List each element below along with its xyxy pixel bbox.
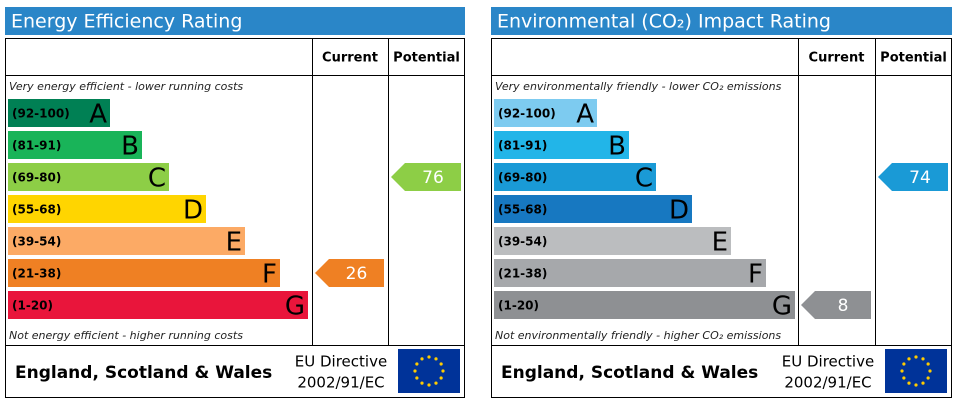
band-range: (55-68): [498, 203, 547, 217]
eu-star: [441, 369, 445, 373]
bottom-note: Not environmentally friendly - higher CO…: [495, 329, 781, 342]
eu-star: [420, 357, 424, 361]
directive-line2: 2002/91/EC: [784, 374, 871, 392]
eu-star: [420, 381, 424, 385]
band-range: (39-54): [498, 235, 547, 249]
eu-star: [921, 381, 925, 385]
band-range: (1-20): [498, 299, 539, 313]
directive-line2: 2002/91/EC: [297, 374, 384, 392]
band-range: (81-91): [498, 139, 547, 153]
band-bar: [8, 227, 245, 255]
band-range: (81-91): [12, 139, 61, 153]
band-bar: [494, 195, 692, 223]
band-letter: E: [712, 228, 728, 258]
band-letter: C: [635, 164, 653, 194]
title-bar: [5, 7, 465, 35]
rating-arrow: [391, 163, 461, 191]
region: England, Scotland & Wales: [15, 363, 272, 383]
band-bar: [494, 291, 795, 319]
panel-title: Environmental (CO₂) Impact Rating: [497, 11, 831, 33]
header-potential: Potential: [393, 51, 460, 66]
band-letter: A: [89, 100, 107, 130]
band-bar: [494, 163, 656, 191]
rating-arrow: [878, 163, 948, 191]
band-letter: D: [669, 196, 689, 226]
band-letter: B: [121, 132, 139, 162]
eu-star: [439, 376, 443, 380]
band-letter: A: [576, 100, 594, 130]
directive-line1: EU Directive: [782, 353, 874, 371]
panel-title: Energy Efficiency Rating: [11, 11, 242, 33]
top-note: Very environmentally friendly - lower CO…: [495, 80, 782, 93]
eu-star: [928, 369, 932, 373]
band-bar: [8, 259, 280, 287]
header-current: Current: [809, 51, 865, 66]
eu-star: [902, 362, 906, 366]
bottom-note: Not energy efficient - higher running co…: [9, 329, 243, 342]
band-bar: [8, 291, 308, 319]
top-note: Very energy efficient - lower running co…: [9, 80, 243, 93]
band-letter: F: [748, 260, 763, 290]
title-bar: [491, 7, 952, 35]
band-bar: [494, 227, 731, 255]
band-bar: [494, 131, 629, 159]
eu-star: [902, 376, 906, 380]
band-range: (55-68): [12, 203, 61, 217]
directive-line1: EU Directive: [295, 353, 387, 371]
eu-star: [434, 381, 438, 385]
frame: [5, 38, 465, 398]
rating-value: 8: [838, 296, 849, 316]
band-letter: D: [183, 196, 203, 226]
band-bar: [8, 195, 206, 223]
eu-star: [921, 357, 925, 361]
band-letter: B: [608, 132, 626, 162]
eu-star: [914, 355, 918, 359]
eu-star: [415, 376, 419, 380]
band-range: (92-100): [498, 107, 556, 121]
eu-star: [415, 362, 419, 366]
eu-star: [926, 362, 930, 366]
rating-value: 26: [346, 264, 368, 284]
eu-star: [907, 357, 911, 361]
band-range: (21-38): [12, 267, 61, 281]
band-letter: C: [148, 164, 166, 194]
rating-arrow: [801, 291, 871, 319]
band-letter: G: [772, 292, 792, 322]
band-range: (69-80): [12, 171, 61, 185]
eu-star: [439, 362, 443, 366]
band-bar: [8, 163, 169, 191]
rating-value: 76: [422, 168, 444, 188]
eu-star: [434, 357, 438, 361]
header-current: Current: [322, 51, 378, 66]
band-range: (21-38): [498, 267, 547, 281]
eu-star: [427, 355, 431, 359]
eu-star: [926, 376, 930, 380]
band-bar: [494, 99, 597, 127]
eu-star: [900, 369, 904, 373]
band-range: (1-20): [12, 299, 53, 313]
rating-arrow: [315, 259, 384, 287]
band-range: (39-54): [12, 235, 61, 249]
band-range: (69-80): [498, 171, 547, 185]
header-potential: Potential: [880, 51, 947, 66]
band-bar: [8, 99, 110, 127]
eu-star: [413, 369, 417, 373]
eu-star: [907, 381, 911, 385]
band-bar: [494, 259, 766, 287]
rating-value: 74: [909, 168, 931, 188]
band-letter: G: [285, 292, 305, 322]
region: England, Scotland & Wales: [501, 363, 758, 383]
band-range: (92-100): [12, 107, 70, 121]
band-letter: F: [262, 260, 277, 290]
eu-star: [427, 383, 431, 387]
band-bar: [8, 131, 142, 159]
band-letter: E: [226, 228, 242, 258]
frame: [491, 38, 952, 398]
eu-star: [914, 383, 918, 387]
